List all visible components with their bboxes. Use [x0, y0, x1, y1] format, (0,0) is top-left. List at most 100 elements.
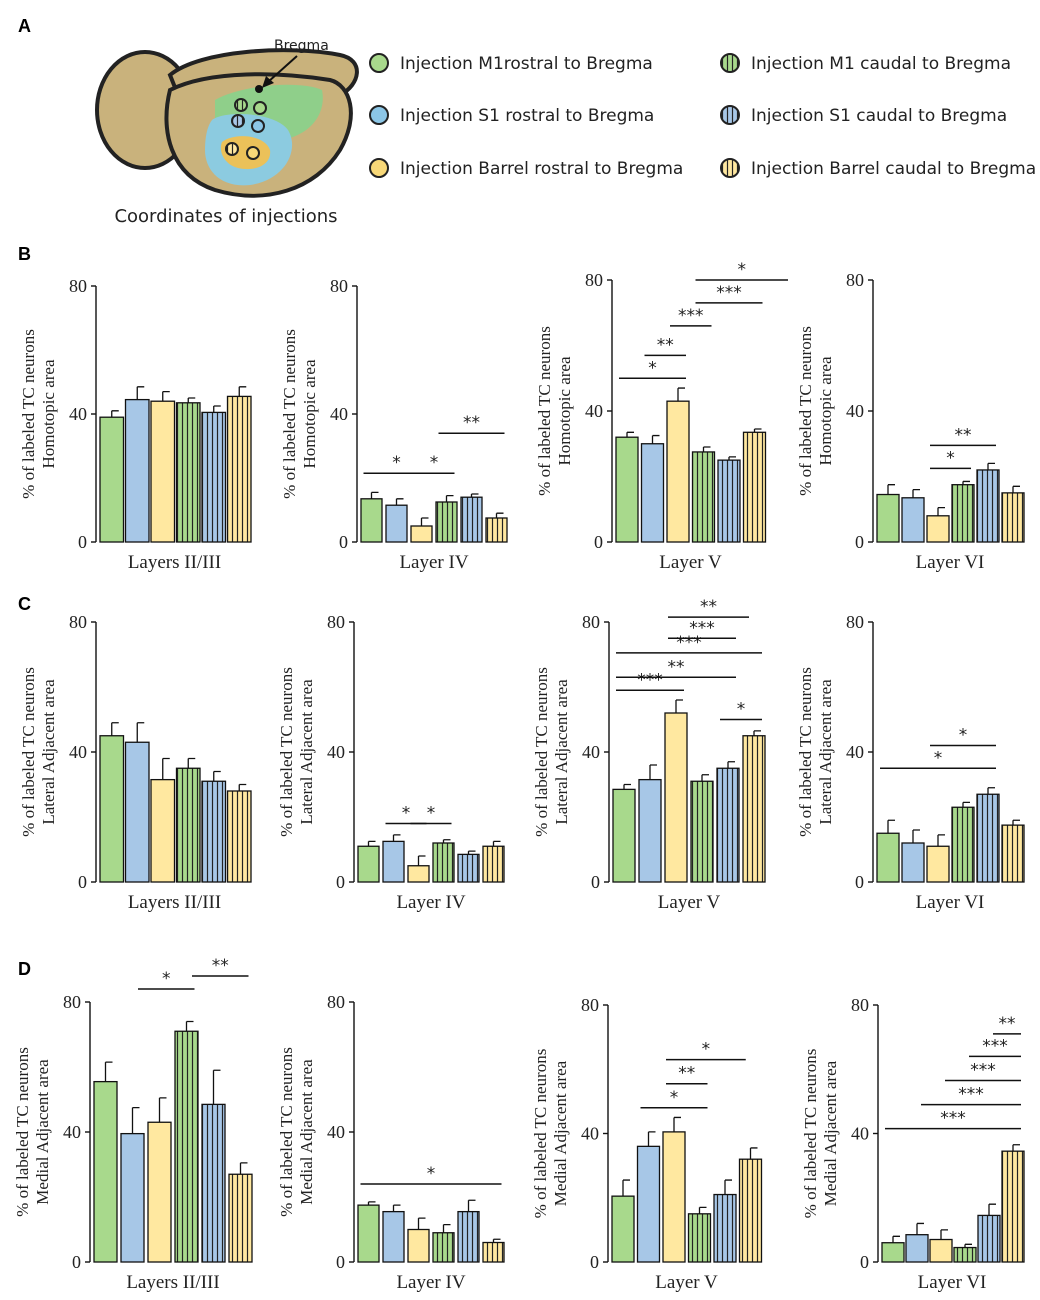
error-bar	[442, 839, 451, 843]
bar	[951, 484, 975, 543]
chart-b-layer-vi: 0 40 80 % of labeled TC neurons Homotopic ar…	[796, 270, 1025, 573]
error-bar	[698, 1206, 707, 1214]
significance-label: **	[678, 1064, 695, 1084]
legend-marker-barrel-caudal	[720, 158, 740, 178]
y-axis-label: Medial Adjacent area	[297, 1059, 316, 1205]
injection-s1-rostral-marker	[251, 119, 265, 133]
chart-d-layers-ii-iii: 0 40 80 % of labeled TC neurons Medial Adjac…	[13, 956, 253, 1293]
y-tick-label: 40	[330, 404, 348, 424]
significance-label: *	[392, 453, 401, 473]
chart-b-layer-v: 0 40 80 % of labeled TC neurons Homotopic ar…	[535, 260, 788, 573]
bar	[636, 1145, 661, 1263]
error-bar	[158, 1097, 167, 1123]
y-tick-label: 80	[582, 612, 600, 632]
bar	[226, 395, 252, 543]
bar	[742, 735, 766, 883]
bar	[738, 1158, 763, 1263]
bar	[457, 1210, 480, 1263]
bar	[638, 778, 662, 883]
error-bar	[1012, 819, 1020, 826]
error-bar	[964, 1243, 972, 1248]
y-tick-label: 40	[69, 742, 87, 762]
significance-label: *	[402, 804, 411, 824]
y-axis-label: % of labeled TC neurons	[796, 667, 815, 837]
legend-marker-m1-rostral	[369, 53, 389, 73]
y-tick-label: 40	[63, 1122, 81, 1142]
y-axis-label: Medial Adjacent area	[551, 1060, 570, 1206]
y-tick-label: 40	[582, 742, 600, 762]
bar	[150, 400, 176, 543]
error-bar	[1012, 485, 1020, 493]
error-bar	[987, 462, 995, 470]
error-bar	[213, 405, 221, 413]
error-bar	[417, 855, 426, 866]
significance-label: *	[702, 1040, 711, 1060]
error-bar	[728, 456, 736, 461]
bar	[687, 1213, 712, 1263]
y-axis-label: Homotopic area	[555, 356, 574, 465]
error-bar	[442, 1223, 451, 1233]
error-bar	[111, 410, 119, 418]
error-bar	[239, 1162, 248, 1175]
significance-label: *	[946, 448, 955, 468]
chart-d-layer-v: 0 40 80 % of labeled TC neurons Medial Adjac…	[531, 995, 763, 1293]
significance-label: ***	[970, 1060, 996, 1080]
error-bar	[753, 428, 762, 433]
y-tick-label: 80	[327, 992, 345, 1012]
bar	[662, 1131, 686, 1263]
y-axis-label: % of labeled TC neurons	[801, 1049, 820, 1219]
y-tick-label: 40	[851, 1124, 869, 1144]
y-tick-label: 80	[851, 995, 869, 1015]
error-bar	[702, 446, 711, 452]
panel-label-a: A	[18, 16, 31, 36]
injection-m1-rostral-marker	[253, 101, 267, 115]
bar	[716, 767, 740, 883]
significance-label: **	[668, 657, 685, 677]
bar	[226, 790, 252, 883]
bar	[432, 1232, 455, 1263]
x-axis-label: Layer IV	[399, 552, 468, 573]
error-bar	[937, 506, 945, 516]
bar	[717, 459, 741, 543]
injection-barrel-caudal-marker	[225, 142, 239, 156]
error-bar	[912, 829, 920, 843]
significance-label: *	[959, 726, 968, 746]
bar	[876, 493, 900, 543]
significance-label: ***	[958, 1085, 984, 1105]
bar	[901, 842, 925, 883]
y-tick-label: 80	[585, 270, 603, 290]
bar	[120, 1132, 145, 1263]
chart-c-layer-vi: 0 40 80 % of labeled TC neurons Lateral Adja…	[796, 612, 1025, 913]
bar	[951, 806, 975, 883]
error-bar	[912, 488, 920, 498]
error-bar	[962, 801, 970, 808]
error-bar	[445, 494, 454, 502]
bar	[385, 504, 408, 543]
legend-label-m1-caudal: Injection M1 caudal to Bregma	[751, 54, 1011, 74]
y-tick-label: 40	[846, 742, 864, 762]
y-tick-label: 0	[72, 1252, 81, 1272]
significance-label: ***	[982, 1036, 1008, 1056]
y-tick-label: 0	[339, 532, 348, 552]
bar	[410, 525, 433, 543]
bar	[901, 497, 925, 543]
y-axis-label: % of labeled TC neurons	[19, 329, 38, 499]
y-tick-label: 80	[846, 270, 864, 290]
bar	[382, 1210, 405, 1263]
x-axis-label: Layers II/III	[128, 552, 221, 573]
error-bar	[753, 730, 761, 736]
x-axis-label: Layers II/III	[126, 1272, 219, 1293]
error-bar	[887, 819, 895, 834]
error-bar	[392, 834, 401, 842]
error-bar	[677, 387, 685, 402]
bar	[435, 501, 458, 543]
y-axis-label: Homotopic area	[816, 356, 835, 465]
bar	[615, 436, 639, 543]
error-bar	[187, 757, 196, 769]
bar	[93, 1080, 118, 1263]
significance-label: *	[162, 969, 171, 989]
bar	[175, 767, 201, 883]
significance-label: *	[427, 1164, 436, 1184]
chart-b-layers-ii-iii: 0 40 80 % of labeled TC neurons Homotopic ar…	[19, 276, 252, 573]
